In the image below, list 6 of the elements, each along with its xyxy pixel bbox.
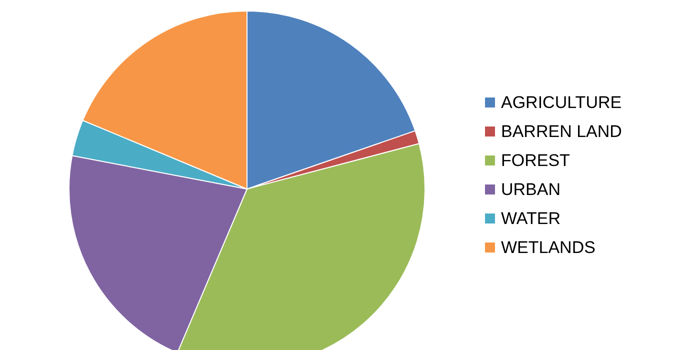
legend-label: WATER [501, 209, 560, 228]
legend-label: FOREST [501, 151, 570, 170]
legend-label: BARREN LAND [501, 122, 622, 141]
legend-label: AGRICULTURE [501, 93, 622, 112]
legend-label: URBAN [501, 180, 561, 199]
legend-label: WETLANDS [501, 238, 596, 257]
